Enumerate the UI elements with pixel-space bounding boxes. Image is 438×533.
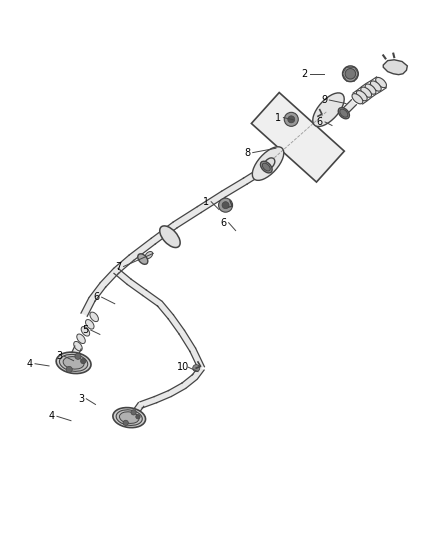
Circle shape: [123, 420, 128, 425]
Ellipse shape: [357, 91, 367, 101]
Polygon shape: [383, 60, 407, 75]
Text: 6: 6: [93, 292, 99, 302]
Polygon shape: [140, 397, 157, 408]
Ellipse shape: [120, 412, 139, 423]
Polygon shape: [89, 283, 106, 302]
Polygon shape: [151, 222, 177, 244]
Text: 5: 5: [82, 325, 88, 335]
Text: 8: 8: [244, 148, 251, 158]
Ellipse shape: [264, 158, 275, 169]
Text: 9: 9: [321, 95, 327, 105]
Text: 6: 6: [220, 217, 226, 228]
Polygon shape: [129, 238, 155, 261]
Polygon shape: [157, 302, 173, 319]
Text: 3: 3: [56, 351, 62, 361]
Text: 7: 7: [115, 262, 121, 271]
Circle shape: [345, 69, 356, 79]
Polygon shape: [114, 255, 134, 273]
Ellipse shape: [81, 327, 90, 336]
Circle shape: [81, 359, 86, 364]
Ellipse shape: [261, 161, 272, 173]
Polygon shape: [127, 279, 146, 295]
Text: 4: 4: [49, 411, 55, 421]
Ellipse shape: [145, 252, 153, 259]
Ellipse shape: [60, 354, 88, 372]
Ellipse shape: [116, 410, 142, 425]
Polygon shape: [133, 402, 144, 414]
Text: 1: 1: [203, 197, 209, 207]
Circle shape: [75, 353, 81, 359]
Text: 3: 3: [78, 394, 84, 404]
Ellipse shape: [63, 357, 84, 369]
Ellipse shape: [113, 408, 145, 427]
Polygon shape: [168, 315, 184, 334]
Circle shape: [284, 112, 298, 126]
Ellipse shape: [262, 163, 270, 171]
Polygon shape: [173, 207, 201, 228]
Ellipse shape: [371, 81, 381, 91]
Circle shape: [131, 410, 136, 415]
Text: 6: 6: [317, 117, 323, 127]
Polygon shape: [222, 178, 247, 197]
Polygon shape: [343, 100, 357, 114]
Ellipse shape: [338, 108, 350, 119]
Ellipse shape: [376, 77, 386, 87]
Bar: [251, 93, 344, 182]
Circle shape: [343, 66, 358, 82]
Ellipse shape: [313, 93, 344, 126]
Ellipse shape: [365, 84, 376, 94]
Polygon shape: [114, 268, 131, 284]
Ellipse shape: [252, 147, 284, 180]
Circle shape: [66, 366, 72, 373]
Ellipse shape: [361, 87, 371, 98]
Polygon shape: [192, 366, 204, 379]
Text: 10: 10: [177, 362, 189, 372]
Polygon shape: [168, 383, 186, 397]
Ellipse shape: [77, 334, 85, 344]
Polygon shape: [154, 391, 171, 402]
Circle shape: [222, 201, 229, 209]
Polygon shape: [71, 346, 81, 357]
Polygon shape: [182, 374, 197, 388]
Text: 4: 4: [27, 359, 33, 369]
Ellipse shape: [352, 94, 363, 104]
Ellipse shape: [56, 352, 91, 374]
Circle shape: [193, 365, 200, 372]
Ellipse shape: [74, 342, 82, 351]
Circle shape: [136, 415, 140, 419]
Polygon shape: [198, 191, 225, 213]
Text: 1: 1: [275, 112, 281, 123]
Polygon shape: [244, 167, 265, 184]
Polygon shape: [190, 348, 205, 369]
Ellipse shape: [340, 109, 348, 117]
Ellipse shape: [138, 254, 148, 264]
Circle shape: [219, 198, 233, 212]
Polygon shape: [143, 290, 162, 306]
Circle shape: [288, 116, 295, 123]
Polygon shape: [179, 330, 195, 351]
Polygon shape: [100, 269, 119, 287]
Ellipse shape: [160, 226, 180, 247]
Ellipse shape: [85, 320, 94, 329]
Text: 2: 2: [301, 69, 307, 79]
Ellipse shape: [90, 312, 99, 321]
Polygon shape: [81, 298, 95, 316]
